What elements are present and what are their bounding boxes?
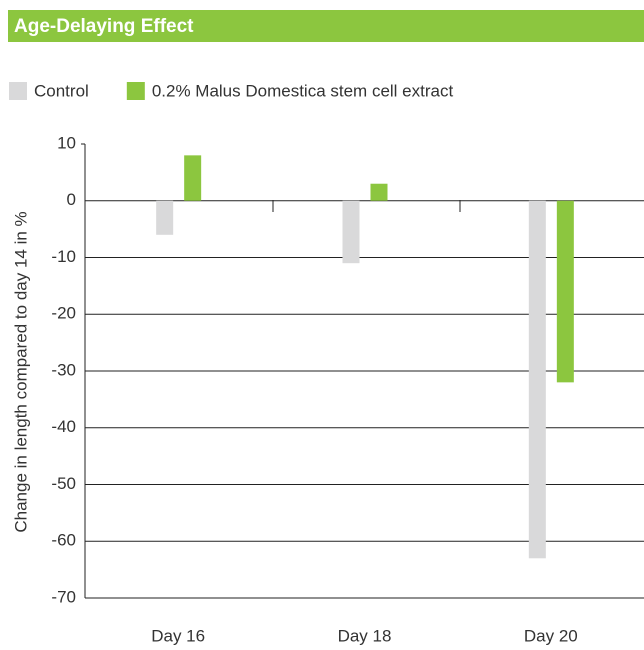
y-tick-label: -40	[51, 417, 76, 436]
chart-title: Age-Delaying Effect	[14, 16, 194, 37]
legend-label: 0.2% Malus Domestica stem cell extract	[152, 81, 454, 100]
y-tick-label: -30	[51, 360, 76, 379]
bar	[184, 155, 202, 201]
x-tick-label: Day 18	[338, 626, 392, 645]
y-tick-label: 0	[67, 190, 76, 209]
legend-label: Control	[34, 81, 89, 100]
y-axis-label: Change in length compared to day 14 in %	[11, 211, 30, 532]
bar	[342, 200, 360, 264]
x-tick-label: Day 16	[151, 626, 205, 645]
y-tick-label: 10	[57, 133, 76, 152]
bar	[370, 183, 388, 201]
x-tick-label: Day 20	[524, 626, 578, 645]
bar	[156, 200, 174, 235]
legend-swatch	[126, 82, 145, 100]
bar	[528, 200, 546, 559]
title-banner	[8, 10, 644, 42]
legend-swatch	[9, 82, 27, 100]
bar	[556, 200, 574, 383]
y-tick-label: -20	[51, 304, 76, 323]
y-tick-label: -60	[51, 531, 76, 550]
y-tick-label: -70	[51, 587, 76, 606]
y-tick-label: -10	[51, 247, 76, 266]
y-tick-label: -50	[51, 474, 76, 493]
